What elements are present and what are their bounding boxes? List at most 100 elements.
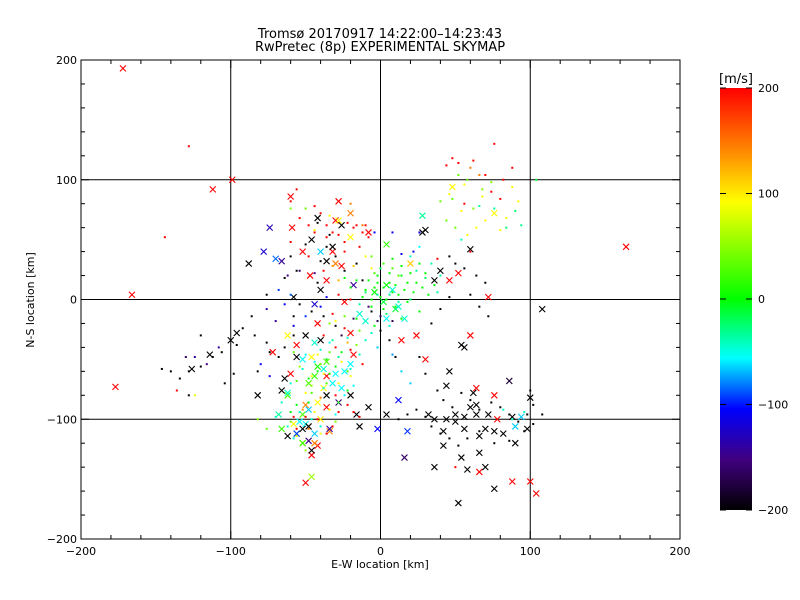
dot-marker-point <box>508 439 511 442</box>
dot-marker-point <box>307 224 310 227</box>
dot-marker-point <box>325 432 328 435</box>
colorbar-tick-label: −100 <box>758 399 788 412</box>
x-marker-point <box>451 418 459 426</box>
y-tick-label: 0 <box>70 294 77 307</box>
x-marker-point <box>305 423 313 430</box>
dot-marker-point <box>502 408 505 411</box>
dot-marker-point <box>451 406 454 409</box>
colorbar-tick-label: −200 <box>758 504 788 517</box>
x-marker-point <box>437 267 444 275</box>
dot-marker-point <box>370 305 373 308</box>
dot-marker-point <box>382 308 385 311</box>
dot-marker-point <box>391 257 394 260</box>
dot-marker-point <box>289 382 292 385</box>
dot-marker-point <box>325 236 328 239</box>
dot-marker-point <box>319 212 322 215</box>
dot-marker-point <box>325 358 328 361</box>
dot-marker-point <box>511 185 514 188</box>
dot-marker-point <box>490 401 493 404</box>
x-marker-point <box>538 305 546 313</box>
dot-marker-point <box>391 320 394 323</box>
x-marker-point <box>287 193 295 200</box>
dot-marker-point <box>379 267 382 270</box>
dot-marker-point <box>292 324 295 327</box>
dot-marker-point <box>433 284 436 287</box>
dot-marker-point <box>304 353 307 356</box>
dot-marker-point <box>337 233 340 236</box>
colorbar-ticks: 200 100 0 −100 −200 <box>720 82 788 517</box>
x-marker-point <box>356 423 363 430</box>
dot-marker-point <box>322 315 325 318</box>
dot-marker-point <box>493 142 496 145</box>
dot-marker-point <box>370 267 373 270</box>
dot-marker-point <box>499 406 502 409</box>
x-marker-point <box>228 176 236 184</box>
dot-marker-point <box>343 269 346 272</box>
x-marker-point <box>332 370 339 378</box>
x-marker-point <box>472 384 480 392</box>
dot-marker-point <box>316 353 319 356</box>
dot-marker-point <box>394 284 397 287</box>
dot-marker-point <box>274 320 277 323</box>
x-marker-point <box>305 406 313 414</box>
dot-marker-point <box>205 363 208 366</box>
x-marker-point <box>493 415 501 423</box>
dot-marker-point <box>457 444 460 447</box>
dot-marker-point <box>439 432 442 435</box>
dot-marker-point <box>451 197 454 200</box>
dot-marker-point <box>370 332 373 335</box>
x-marker-point <box>475 432 483 440</box>
dot-marker-point <box>310 375 313 378</box>
dot-marker-point <box>199 334 202 337</box>
dot-marker-point <box>376 320 379 323</box>
x-marker-point <box>622 243 630 251</box>
x-marker-point <box>308 446 316 454</box>
dot-marker-point <box>163 236 166 239</box>
dot-marker-point <box>289 241 292 244</box>
x-marker-point <box>306 272 314 279</box>
dot-marker-point <box>460 391 463 394</box>
dot-marker-point <box>346 221 349 224</box>
x-marker-point <box>472 411 480 418</box>
dot-marker-point <box>325 296 328 299</box>
dot-marker-point <box>466 437 469 440</box>
dot-marker-point <box>424 276 427 279</box>
dot-marker-point <box>391 231 394 234</box>
dot-marker-point <box>400 252 403 255</box>
x-marker-point <box>466 332 474 339</box>
dot-marker-point <box>331 425 334 428</box>
dot-marker-point <box>331 231 334 234</box>
dot-marker-point <box>223 382 226 385</box>
dot-marker-point <box>379 296 382 299</box>
x-marker-point <box>314 214 321 222</box>
dot-marker-point <box>412 250 415 253</box>
dot-marker-point <box>460 238 463 241</box>
x-marker-point <box>329 243 336 251</box>
x-marker-point <box>338 262 345 270</box>
dot-marker-point <box>454 466 457 469</box>
dot-marker-point <box>325 245 328 248</box>
dot-marker-point <box>193 355 196 358</box>
dot-marker-point <box>307 255 310 258</box>
x-marker-point <box>481 463 489 471</box>
x-marker-point <box>505 377 513 385</box>
dot-marker-point <box>337 293 340 296</box>
dot-marker-point <box>349 202 352 205</box>
dot-marker-point <box>334 346 337 349</box>
dot-marker-point <box>517 420 520 423</box>
x-marker-point <box>317 336 324 344</box>
dot-marker-point <box>349 298 352 301</box>
x-marker-point <box>490 427 498 435</box>
dot-marker-point <box>415 281 418 284</box>
x-marker-point <box>517 413 525 421</box>
x-tick-label: −200 <box>66 545 96 558</box>
dot-marker-point <box>319 363 322 366</box>
x-marker-point <box>305 437 313 445</box>
dot-marker-point <box>361 279 364 282</box>
dot-marker-point <box>517 200 520 203</box>
dot-marker-point <box>400 370 403 373</box>
x-marker-point <box>320 365 327 373</box>
x-marker-point <box>407 260 414 267</box>
dot-marker-point <box>388 272 391 275</box>
x-marker-point <box>365 403 372 411</box>
